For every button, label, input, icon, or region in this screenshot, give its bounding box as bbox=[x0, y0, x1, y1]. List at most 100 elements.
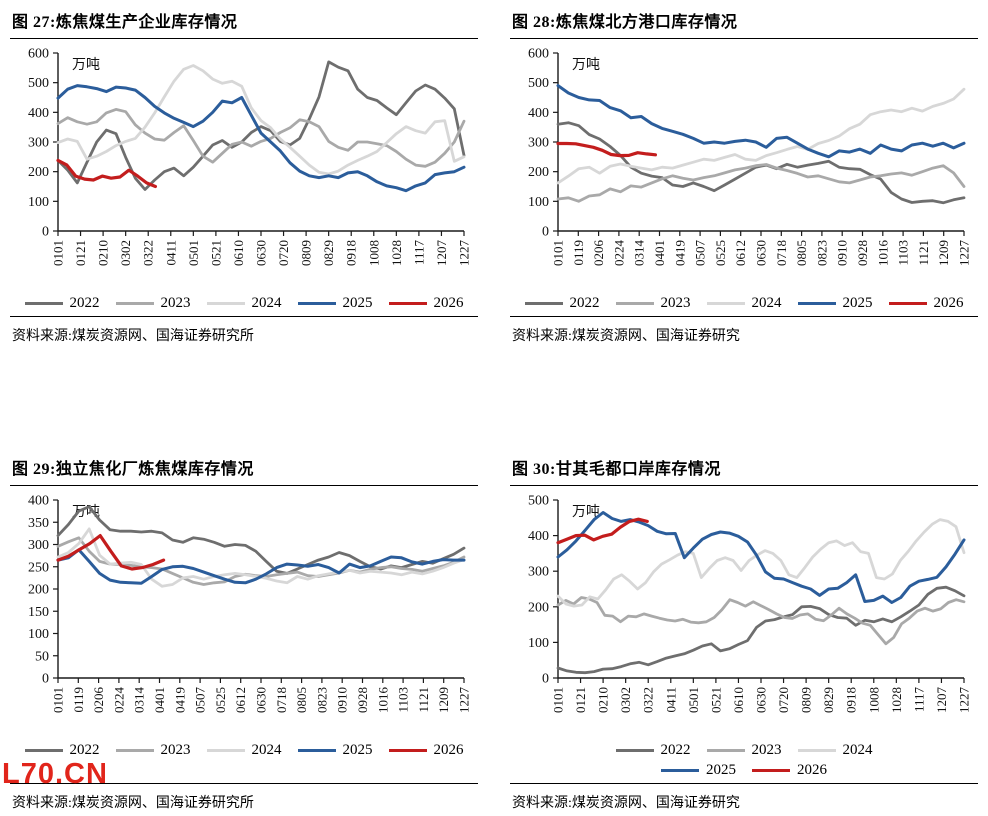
series-2025 bbox=[56, 548, 466, 585]
svg-text:0525: 0525 bbox=[713, 240, 728, 266]
series-2023 bbox=[556, 163, 966, 203]
legend-swatch bbox=[388, 302, 427, 305]
series-2025 bbox=[556, 84, 966, 159]
legend-swatch bbox=[206, 302, 245, 305]
svg-text:0809: 0809 bbox=[799, 687, 814, 713]
svg-text:0: 0 bbox=[42, 225, 49, 240]
legend-swatch bbox=[297, 749, 336, 752]
series-2025 bbox=[56, 84, 466, 193]
svg-text:350: 350 bbox=[28, 516, 49, 531]
svg-text:0401: 0401 bbox=[152, 687, 167, 713]
legend-label: 2022 bbox=[660, 742, 691, 758]
svg-text:1028: 1028 bbox=[889, 687, 904, 713]
svg-text:0918: 0918 bbox=[344, 240, 359, 266]
svg-text:300: 300 bbox=[528, 136, 549, 151]
svg-text:1121: 1121 bbox=[916, 240, 931, 266]
svg-text:0121: 0121 bbox=[573, 687, 588, 713]
svg-text:0507: 0507 bbox=[193, 687, 208, 714]
svg-text:0206: 0206 bbox=[91, 687, 106, 714]
legend-label: 2024 bbox=[751, 295, 782, 311]
svg-text:1207: 1207 bbox=[934, 687, 949, 714]
series-2026 bbox=[556, 517, 649, 545]
series-2026 bbox=[56, 533, 166, 571]
svg-text:500: 500 bbox=[28, 76, 49, 91]
svg-text:0829: 0829 bbox=[321, 240, 336, 266]
figure-30-source: 资料来源:煤炭资源网、国海证券研究 bbox=[510, 783, 978, 816]
figure-30-chart: 0 100 200 300 400 500 0101 0121 0210 0302 0322 0411… bbox=[510, 490, 978, 742]
svg-text:0210: 0210 bbox=[596, 687, 611, 713]
series-2022 bbox=[556, 585, 966, 675]
svg-text:0630: 0630 bbox=[254, 240, 269, 266]
legend-item-2023: 2023 bbox=[115, 295, 191, 312]
svg-text:250: 250 bbox=[28, 560, 49, 575]
svg-text:0521: 0521 bbox=[708, 687, 723, 713]
axis-lines bbox=[557, 53, 964, 232]
legend-label: 2025 bbox=[842, 295, 873, 311]
legend-label: 2025 bbox=[706, 762, 736, 778]
svg-text:200: 200 bbox=[528, 600, 549, 615]
legend-label: 2025 bbox=[342, 742, 373, 758]
legend-swatch bbox=[797, 749, 836, 752]
legend-label: 2024 bbox=[251, 742, 282, 758]
legend-row: 2022 2023 2024 2025 2026 bbox=[10, 742, 478, 759]
svg-text:0206: 0206 bbox=[591, 240, 606, 267]
svg-text:600: 600 bbox=[528, 47, 549, 62]
legend-item-2025: 2025 bbox=[661, 762, 736, 779]
x-axis: 0101 0121 0210 0302 0322 0411 0501 0521 0610 0630… bbox=[51, 231, 472, 266]
svg-text:0525: 0525 bbox=[213, 687, 228, 713]
y-axis: 0 100 200 300 400 500 bbox=[528, 494, 558, 687]
legend-label: 2026 bbox=[797, 762, 827, 778]
unit-label: 万吨 bbox=[72, 57, 100, 73]
svg-text:0322: 0322 bbox=[141, 240, 156, 266]
watermark: L70.CN bbox=[2, 758, 108, 790]
svg-text:0718: 0718 bbox=[274, 687, 289, 713]
unit-label: 万吨 bbox=[572, 57, 600, 73]
figure-29-title: 图 29:独立焦化厂炼焦煤库存情况 bbox=[10, 453, 478, 486]
series-2026 bbox=[556, 141, 657, 158]
svg-text:200: 200 bbox=[528, 165, 549, 180]
svg-text:0314: 0314 bbox=[132, 687, 147, 714]
y-axis: 0 50 100 150 200 250 300 350 400 bbox=[28, 494, 58, 687]
svg-text:0720: 0720 bbox=[276, 240, 291, 266]
svg-text:1227: 1227 bbox=[957, 240, 972, 267]
svg-text:0501: 0501 bbox=[686, 687, 701, 713]
svg-text:0910: 0910 bbox=[335, 687, 350, 713]
legend-swatch bbox=[297, 302, 336, 305]
figure-27: 图 27:炼焦煤生产企业库存情况 0 100 200 300 400 500 600 0101… bbox=[10, 6, 478, 349]
legend-label: 2023 bbox=[660, 295, 691, 311]
figure-30: 图 30:甘其毛都口岸库存情况 0 100 200 300 400 500 0101 0121… bbox=[510, 453, 978, 816]
legend-swatch bbox=[706, 302, 745, 305]
series-2025 bbox=[556, 511, 966, 604]
svg-text:400: 400 bbox=[528, 106, 549, 121]
svg-text:50: 50 bbox=[35, 649, 49, 664]
legend-label: 2022 bbox=[569, 295, 600, 311]
svg-text:1028: 1028 bbox=[389, 240, 404, 266]
legend-swatch bbox=[615, 302, 654, 305]
legend-label: 2022 bbox=[69, 742, 100, 758]
svg-text:1209: 1209 bbox=[436, 687, 451, 713]
unit-label: 万吨 bbox=[572, 504, 600, 520]
svg-text:1227: 1227 bbox=[957, 687, 972, 714]
svg-text:1121: 1121 bbox=[416, 687, 431, 713]
legend-item-2024: 2024 bbox=[206, 742, 282, 759]
legend-item-2025: 2025 bbox=[297, 295, 373, 312]
legend-row: 2022 2023 2024 2025 2026 bbox=[510, 295, 978, 312]
svg-text:1227: 1227 bbox=[457, 687, 472, 714]
x-axis: 0101 0119 0206 0224 0314 0401 0419 0507 0525 0612… bbox=[551, 231, 972, 266]
svg-text:400: 400 bbox=[528, 529, 549, 544]
legend-item-2024: 2024 bbox=[706, 295, 782, 312]
svg-text:0521: 0521 bbox=[208, 240, 223, 266]
svg-text:0322: 0322 bbox=[641, 687, 656, 713]
svg-text:1117: 1117 bbox=[411, 240, 426, 266]
svg-text:400: 400 bbox=[28, 106, 49, 121]
figure-27-legend: 2022 2023 2024 2025 2026 bbox=[10, 295, 478, 312]
legend-label: 2023 bbox=[751, 742, 782, 758]
legend-swatch bbox=[797, 302, 836, 305]
svg-text:0823: 0823 bbox=[814, 240, 829, 266]
legend-row: 2022 2023 2024 2025 2026 bbox=[10, 295, 478, 312]
svg-text:200: 200 bbox=[28, 165, 49, 180]
svg-text:1209: 1209 bbox=[936, 240, 951, 266]
legend-item-2026: 2026 bbox=[388, 295, 464, 312]
figure-28-legend: 2022 2023 2024 2025 2026 bbox=[510, 295, 978, 312]
